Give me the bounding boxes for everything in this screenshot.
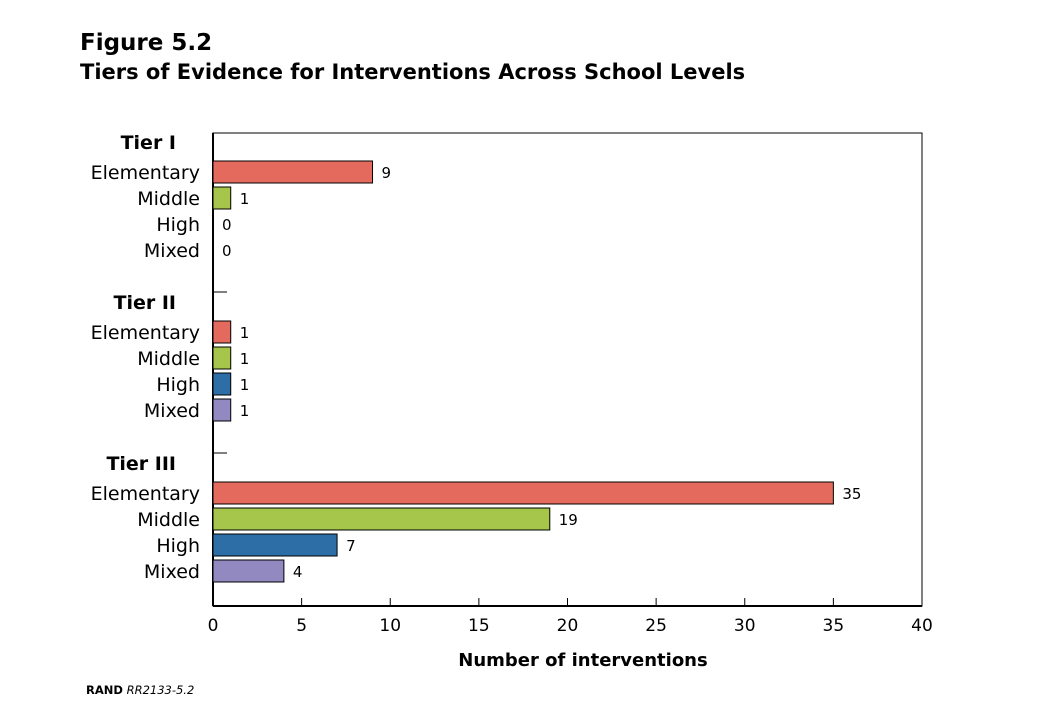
bar-value-label: 1 [240, 324, 250, 342]
x-tick-label: 5 [296, 616, 307, 636]
bar-category-label: High [156, 214, 200, 236]
chart-title: Tiers of Evidence for Interventions Acro… [80, 60, 746, 84]
bar [212, 160, 374, 184]
bars-group [212, 160, 834, 583]
x-tick-label: 25 [645, 616, 667, 636]
bar-category-label: Middle [137, 509, 200, 531]
bar-value-label: 0 [222, 242, 232, 260]
tier-label: Tier II [114, 292, 176, 314]
bar-category-label: Elementary [91, 162, 200, 184]
bar [212, 320, 232, 344]
source-id: RR2133-5.2 [126, 683, 195, 697]
bar-value-label: 19 [559, 511, 578, 529]
bar-value-label: 1 [240, 376, 250, 394]
bar-value-label: 1 [240, 350, 250, 368]
bar-value-label: 9 [382, 164, 392, 182]
bar-category-label: Middle [137, 188, 200, 210]
bar-value-label: 1 [240, 190, 250, 208]
bar [212, 346, 232, 370]
x-axis-title: Number of interventions [458, 650, 707, 671]
x-tick-label: 15 [468, 616, 490, 636]
x-tick-label: 10 [379, 616, 401, 636]
bar [212, 481, 834, 505]
bar-category-label: High [156, 535, 200, 557]
bar-value-label: 4 [293, 563, 303, 581]
bar-value-label: 0 [222, 216, 232, 234]
bar [212, 507, 551, 531]
bar-category-label: Mixed [144, 240, 200, 262]
bar-category-label: Middle [137, 348, 200, 370]
figure-label: Figure 5.2 [80, 30, 213, 56]
bar [212, 533, 338, 557]
bar-value-label: 7 [346, 537, 356, 555]
bar-category-label: Elementary [91, 483, 200, 505]
x-tick-label: 20 [557, 616, 579, 636]
tier-label: Tier III [106, 453, 176, 475]
x-axis-ticks: 0 5 10 15 20 25 30 35 40 [208, 291, 933, 636]
bar-category-label: High [156, 374, 200, 396]
x-tick-label: 0 [208, 616, 219, 636]
bar-value-label: 1 [240, 402, 250, 420]
tier-label: Tier I [121, 132, 176, 154]
bar-category-label: Mixed [144, 400, 200, 422]
bar-value-label: 35 [842, 485, 861, 503]
source-note: RAND RR2133-5.2 [86, 683, 194, 697]
category-labels: Tier I Elementary 9 Middle 1 High 0 Mixed 0 Tier … [91, 132, 862, 583]
bar-category-label: Mixed [144, 561, 200, 583]
bar [212, 372, 232, 396]
bar-category-label: Elementary [91, 322, 200, 344]
x-tick-label: 30 [734, 616, 756, 636]
bar [212, 398, 232, 422]
x-tick-label: 35 [823, 616, 845, 636]
bar [212, 559, 285, 583]
x-tick-label: 40 [911, 616, 933, 636]
source-org: RAND [86, 683, 123, 697]
bar [212, 186, 232, 210]
